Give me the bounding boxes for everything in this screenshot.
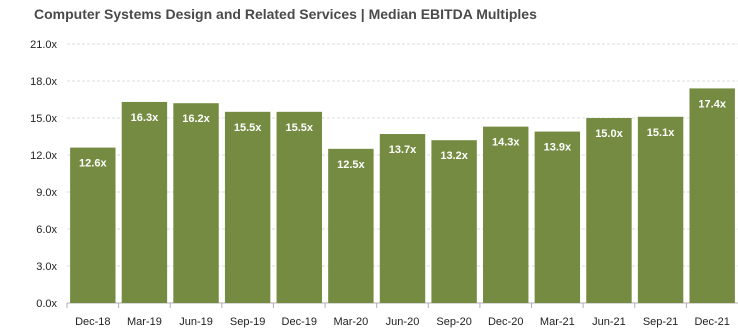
y-tick-label: 6.0x [36,224,57,236]
y-tick-label: 0.0x [36,298,57,310]
data-label: 16.3x [131,112,159,124]
y-tick-label: 15.0x [30,113,57,125]
bar [534,131,581,303]
x-tick-label: Dec-20 [488,316,523,328]
bar [173,103,219,303]
x-tick-label: Dec-18 [75,316,110,328]
bar [637,116,684,304]
x-tick-label: Mar-20 [333,316,368,328]
bar [224,111,271,303]
bar [689,88,735,304]
bar [483,126,529,303]
data-label: 15.5x [286,122,314,134]
x-tick-label: Sep-19 [230,316,265,328]
x-tick-label: Sep-20 [436,316,471,328]
data-label: 12.5x [337,159,365,171]
bar [121,101,168,303]
data-label: 13.9x [544,142,572,154]
y-tick-label: 9.0x [36,187,57,199]
x-tick-label: Dec-21 [694,316,729,328]
y-tick-label: 12.0x [30,150,57,162]
bar [276,111,322,303]
x-tick-label: Jun-20 [386,316,420,328]
data-label: 13.2x [440,150,468,162]
x-tick-label: Jun-19 [179,316,213,328]
bar [586,118,632,303]
x-tick-label: Jun-21 [592,316,626,328]
data-label: 15.0x [595,128,623,140]
bar [328,148,374,303]
data-label: 16.2x [182,113,210,125]
data-label: 15.1x [647,127,675,139]
data-label: 14.3x [492,137,520,149]
bar [379,134,426,303]
y-tick-label: 18.0x [30,76,57,88]
y-tick-label: 3.0x [36,261,57,273]
data-label: 13.7x [389,144,417,156]
bar [70,147,116,303]
data-label: 12.6x [79,158,107,170]
data-label: 15.5x [234,122,262,134]
x-tick-label: Dec-19 [282,316,317,328]
x-tick-label: Sep-21 [643,316,678,328]
data-label: 17.4x [698,98,726,110]
chart-title: Computer Systems Design and Related Serv… [34,6,537,22]
y-tick-label: 21.0x [30,39,57,51]
bar [431,140,477,303]
x-tick-label: Mar-21 [540,316,575,328]
x-tick-label: Mar-19 [127,316,162,328]
